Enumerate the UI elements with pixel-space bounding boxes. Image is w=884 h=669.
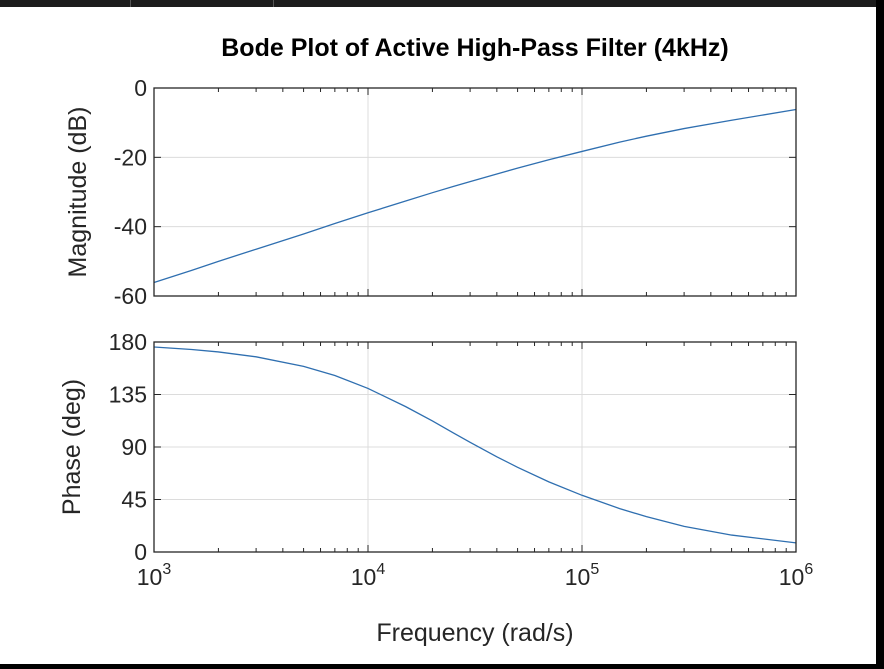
magnitude-y-tick-labels: -60 -40 -20 0: [114, 75, 147, 309]
magnitude-ticks: [153, 87, 796, 297]
x-tick-label: 103: [137, 561, 172, 590]
y-tick-label: -40: [114, 214, 147, 240]
phase-grid: [153, 341, 797, 553]
magnitude-grid: [153, 87, 797, 297]
y-tick-label: -20: [114, 144, 147, 170]
y-tick-label: 45: [121, 487, 147, 513]
x-axis-label: Frequency (rad/s): [376, 619, 573, 647]
bode-plot-svg: Bode Plot of Active High-Pass Filter (4k…: [58, 34, 813, 647]
y-tick-label: 0: [134, 75, 147, 101]
y-tick-label: 90: [121, 434, 147, 460]
phase-panel: 0 45 90 135 180 103 104 105 106 Phase (deg): [58, 329, 813, 590]
window-right-edge: [876, 0, 884, 664]
chart-title: Bode Plot of Active High-Pass Filter (4k…: [221, 34, 728, 62]
phase-y-axis-label: Phase (deg): [58, 379, 86, 515]
phase-ticks: [153, 341, 796, 553]
x-tick-label: 105: [565, 561, 600, 590]
y-tick-label: 0: [134, 539, 147, 565]
y-tick-label: 180: [109, 329, 147, 355]
magnitude-y-axis-label: Magnitude (dB): [64, 107, 92, 278]
phase-curve: [153, 346, 797, 544]
x-tick-label: 106: [779, 561, 814, 590]
magnitude-panel: -60 -40 -20 0 Magnitude (dB): [64, 75, 797, 309]
magnitude-curve: [153, 108, 797, 284]
figure-canvas: Bode Plot of Active High-Pass Filter (4k…: [0, 7, 876, 664]
window-top-bar: [0, 0, 876, 7]
x-tick-label: 104: [351, 561, 386, 590]
top-bar-segment: [131, 0, 274, 7]
magnitude-axes-box: [153, 87, 797, 297]
y-tick-label: 135: [109, 382, 147, 408]
top-bar-segment: [0, 0, 131, 7]
phase-x-tick-labels: 103 104 105 106: [137, 561, 814, 590]
y-tick-label: -60: [114, 283, 147, 309]
phase-y-tick-labels: 0 45 90 135 180: [109, 329, 147, 565]
